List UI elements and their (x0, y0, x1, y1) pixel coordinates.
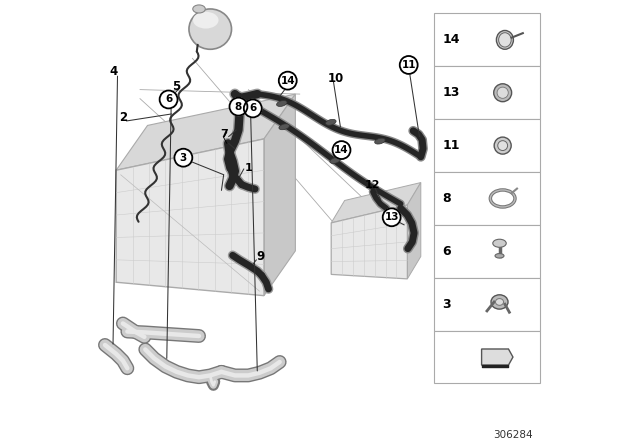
Ellipse shape (498, 141, 508, 151)
Ellipse shape (189, 9, 232, 49)
Circle shape (230, 98, 248, 116)
FancyBboxPatch shape (435, 225, 540, 278)
Ellipse shape (491, 295, 508, 309)
Text: 306284: 306284 (493, 430, 533, 440)
Text: 13: 13 (385, 212, 399, 222)
Text: 6: 6 (249, 103, 257, 113)
Text: 3: 3 (442, 297, 451, 311)
Ellipse shape (330, 158, 340, 164)
Text: 7: 7 (220, 129, 228, 139)
FancyBboxPatch shape (435, 331, 540, 383)
Text: 9: 9 (257, 250, 265, 263)
Polygon shape (116, 94, 296, 170)
Circle shape (174, 149, 193, 167)
Text: 6: 6 (442, 245, 451, 258)
FancyBboxPatch shape (435, 13, 540, 66)
Text: 14: 14 (334, 145, 349, 155)
Ellipse shape (493, 84, 511, 102)
Ellipse shape (374, 138, 385, 144)
Text: 6: 6 (165, 95, 172, 104)
Ellipse shape (497, 30, 513, 49)
Text: 8: 8 (442, 192, 451, 205)
Circle shape (400, 56, 418, 74)
Ellipse shape (495, 298, 504, 306)
Circle shape (333, 141, 351, 159)
Circle shape (159, 90, 177, 108)
FancyBboxPatch shape (435, 66, 540, 119)
FancyBboxPatch shape (435, 172, 540, 225)
Polygon shape (332, 182, 421, 223)
Text: 14: 14 (442, 33, 460, 47)
FancyBboxPatch shape (435, 119, 540, 172)
Text: 2: 2 (119, 111, 127, 124)
Ellipse shape (497, 87, 508, 99)
Ellipse shape (493, 239, 506, 247)
Ellipse shape (499, 33, 511, 47)
Ellipse shape (495, 254, 504, 258)
Ellipse shape (494, 137, 511, 154)
Ellipse shape (193, 12, 218, 29)
Text: 12: 12 (365, 180, 381, 190)
Polygon shape (116, 139, 264, 296)
FancyBboxPatch shape (435, 278, 540, 331)
Text: 10: 10 (328, 72, 344, 85)
Text: 3: 3 (180, 153, 187, 163)
Text: 14: 14 (280, 76, 295, 86)
Ellipse shape (326, 119, 336, 125)
Text: 11: 11 (401, 60, 416, 70)
Text: 11: 11 (442, 139, 460, 152)
Circle shape (279, 72, 297, 90)
Polygon shape (408, 182, 421, 279)
Text: 13: 13 (442, 86, 460, 99)
Text: 1: 1 (244, 163, 252, 173)
Ellipse shape (279, 124, 289, 130)
Text: 8: 8 (235, 102, 242, 112)
Ellipse shape (193, 5, 205, 13)
Circle shape (383, 208, 401, 226)
Polygon shape (481, 349, 513, 365)
Polygon shape (332, 205, 408, 279)
Text: 5: 5 (173, 79, 180, 93)
Ellipse shape (276, 100, 287, 107)
Circle shape (244, 99, 262, 117)
Text: 4: 4 (110, 65, 118, 78)
Polygon shape (264, 94, 296, 296)
